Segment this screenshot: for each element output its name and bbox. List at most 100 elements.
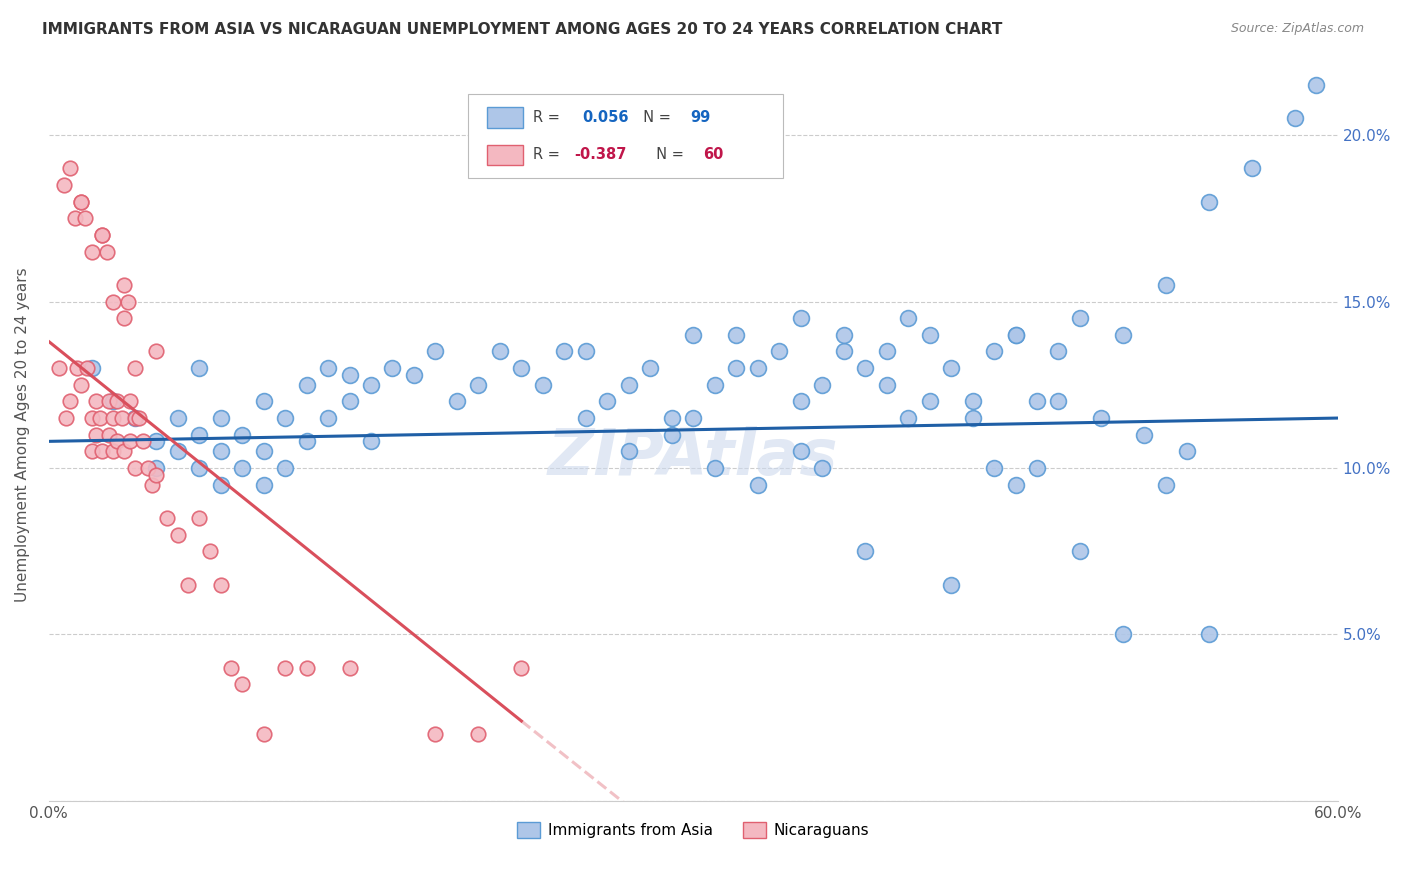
Point xyxy=(84,394,107,409)
Point xyxy=(252,394,274,409)
Point xyxy=(640,361,662,376)
Point xyxy=(1305,78,1327,92)
Point xyxy=(221,661,243,675)
Point xyxy=(145,344,167,359)
Point xyxy=(132,434,155,449)
Point xyxy=(339,661,361,675)
Point xyxy=(939,361,962,376)
Text: R =: R = xyxy=(533,110,569,125)
Point xyxy=(1026,461,1049,475)
Point xyxy=(1047,344,1070,359)
Point xyxy=(789,311,811,326)
Text: 60: 60 xyxy=(703,147,724,162)
Point xyxy=(1177,444,1199,458)
Point xyxy=(145,467,167,482)
Point xyxy=(274,661,297,675)
Point xyxy=(89,411,111,425)
Point xyxy=(96,244,118,259)
Point xyxy=(682,327,704,342)
Point xyxy=(231,461,253,475)
Point xyxy=(1154,477,1177,491)
Point xyxy=(188,361,211,376)
Point xyxy=(381,361,404,376)
Text: 99: 99 xyxy=(690,110,711,125)
FancyBboxPatch shape xyxy=(486,145,523,165)
Text: N =: N = xyxy=(634,110,675,125)
Point xyxy=(128,411,150,425)
Text: ZIPAtlas: ZIPAtlas xyxy=(548,425,838,488)
Point xyxy=(120,394,142,409)
Point xyxy=(141,477,163,491)
Point xyxy=(339,368,361,382)
Point xyxy=(274,411,297,425)
Point xyxy=(117,294,139,309)
Point xyxy=(962,411,984,425)
Point xyxy=(489,344,512,359)
Point xyxy=(661,411,683,425)
Point xyxy=(136,461,159,475)
Point xyxy=(832,344,855,359)
Point xyxy=(198,544,221,558)
Point xyxy=(107,394,129,409)
Point xyxy=(1198,627,1220,641)
Point xyxy=(747,477,769,491)
Point xyxy=(725,361,748,376)
Point xyxy=(166,444,188,458)
Point xyxy=(747,361,769,376)
Point xyxy=(70,377,93,392)
Point xyxy=(112,277,135,292)
Point xyxy=(80,244,103,259)
Point xyxy=(1004,327,1026,342)
Point xyxy=(1026,394,1049,409)
Point xyxy=(897,411,920,425)
Point xyxy=(531,377,554,392)
Point xyxy=(145,461,167,475)
Point xyxy=(703,461,725,475)
FancyBboxPatch shape xyxy=(468,95,783,178)
Point xyxy=(617,377,640,392)
Point xyxy=(295,377,318,392)
Point xyxy=(853,544,876,558)
Point xyxy=(112,311,135,326)
Text: IMMIGRANTS FROM ASIA VS NICARAGUAN UNEMPLOYMENT AMONG AGES 20 TO 24 YEARS CORREL: IMMIGRANTS FROM ASIA VS NICARAGUAN UNEMP… xyxy=(42,22,1002,37)
Point xyxy=(177,577,200,591)
Point xyxy=(596,394,619,409)
Point xyxy=(209,477,232,491)
Text: N =: N = xyxy=(647,147,689,162)
Point xyxy=(1133,427,1156,442)
Point xyxy=(84,427,107,442)
Point xyxy=(156,511,179,525)
Point xyxy=(1240,161,1263,176)
Point xyxy=(789,394,811,409)
Point xyxy=(166,527,188,541)
Text: R =: R = xyxy=(533,147,565,162)
Point xyxy=(983,344,1005,359)
Point xyxy=(467,727,489,741)
Point xyxy=(661,427,683,442)
Point xyxy=(55,411,77,425)
Point xyxy=(316,411,339,425)
Point xyxy=(103,294,125,309)
Point xyxy=(124,411,146,425)
Point xyxy=(725,327,748,342)
Point xyxy=(52,178,75,192)
Point xyxy=(76,361,98,376)
Text: -0.387: -0.387 xyxy=(575,147,627,162)
Point xyxy=(111,411,134,425)
Point xyxy=(145,434,167,449)
Point xyxy=(166,411,188,425)
Legend: Immigrants from Asia, Nicaraguans: Immigrants from Asia, Nicaraguans xyxy=(510,816,876,845)
Point xyxy=(188,427,211,442)
Point xyxy=(1004,327,1026,342)
Point xyxy=(274,461,297,475)
Point xyxy=(467,377,489,392)
Point xyxy=(91,227,114,242)
Point xyxy=(112,444,135,458)
Point xyxy=(617,444,640,458)
Point xyxy=(682,411,704,425)
Point xyxy=(703,377,725,392)
Point xyxy=(360,434,382,449)
Point xyxy=(103,394,125,409)
Point xyxy=(209,444,232,458)
Point xyxy=(876,377,898,392)
